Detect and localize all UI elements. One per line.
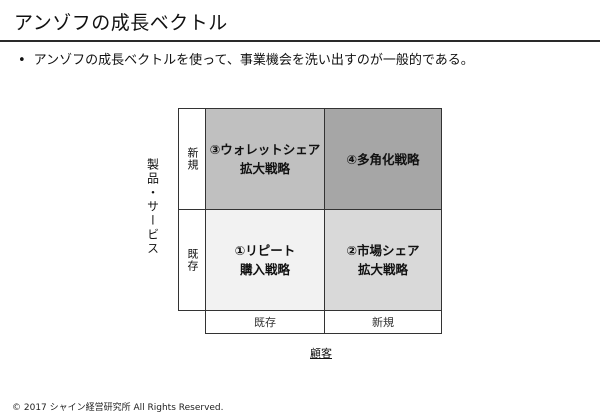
row-label-new: 新規: [178, 108, 206, 210]
quadrant-market-share: ②市場シェア 拡大戦略: [324, 209, 442, 311]
x-axis-label: 顧客: [310, 347, 332, 360]
quadrant-diversification: ④多角化戦略: [324, 108, 442, 210]
quadrant-wallet-share: ③ウォレットシェア 拡大戦略: [205, 108, 325, 210]
copyright-notice: © 2017 シャイン経営研究所 All Rights Reserved.: [12, 403, 224, 413]
slide-title: アンゾフの成長ベクトル: [14, 12, 228, 34]
quadrant-repeat-purchase: ①リピート 購入戦略: [205, 209, 325, 311]
col-label-existing: 既存: [205, 310, 325, 334]
col-label-new: 新規: [324, 310, 442, 334]
bullet-text: アンゾフの成長ベクトルを使って、事業機会を洗い出すのが一般的である。: [33, 53, 474, 68]
row-label-existing: 既存: [178, 209, 206, 311]
y-axis-label: 製品・サービス: [145, 158, 160, 256]
title-divider: [0, 40, 600, 42]
bullet-dot: •: [18, 53, 26, 68]
bullet-item: • アンゾフの成長ベクトルを使って、事業機会を洗い出すのが一般的である。: [18, 49, 474, 68]
